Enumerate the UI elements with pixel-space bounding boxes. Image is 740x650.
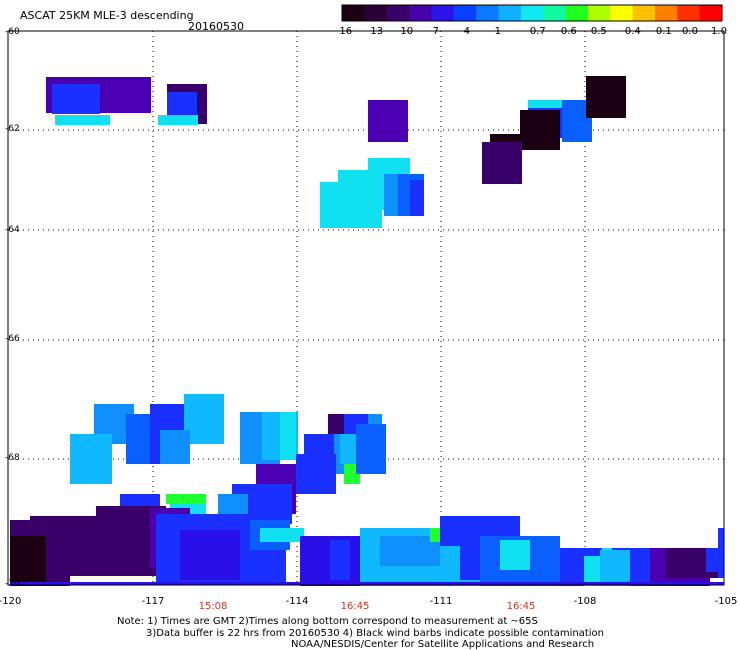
legend-border [341,4,723,22]
note-line-1: Note: 1) Times are GMT 2)Times along bot… [117,616,538,627]
data-cell [46,566,70,586]
lat-label: -60 [5,27,20,37]
lon-label: -111 [429,596,453,607]
legend-swatch [677,5,701,21]
data-cell [356,424,386,474]
data-cell [10,536,46,586]
data-cell [600,550,630,586]
data-cell [280,412,296,460]
lon-label: -105 [714,596,738,607]
note-line-2: 3)Data buffer is 22 hrs from 20160530 4)… [146,628,604,639]
product-date: 20160530 [188,20,244,33]
legend-label: -10 [396,26,414,37]
time-label: 16:45 [506,601,536,612]
legend-swatch [386,5,410,21]
data-cell [10,582,724,585]
legend-label: -0.1 [652,26,672,37]
legend-swatch [543,5,567,21]
data-cell [368,100,408,142]
data-cell [584,556,604,586]
legend-label: 0.0 [682,26,698,37]
color-legend-bar [341,4,723,22]
legend-label: -16 [335,26,353,37]
note-line-3: NOAA/NESDIS/Center for Satellite Applica… [291,639,595,650]
data-cell [70,434,112,484]
data-cell [52,84,100,114]
data-cells [10,76,724,586]
lat-label: -62 [5,124,20,134]
lat-label: -66 [5,334,20,344]
legend-swatch [632,5,656,21]
data-cell [260,528,304,542]
data-cell [166,494,206,504]
legend-label: -4 [460,26,470,37]
legend-swatch [587,5,611,21]
data-cell [328,414,344,434]
data-cell [340,434,360,464]
legend-swatch [520,5,544,21]
legend-swatch [453,5,477,21]
product-title: ASCAT 25KM MLE-3 descending [20,9,194,22]
legend-label: -1 [491,26,501,37]
data-cell [160,430,190,464]
legend-label: 1.0 [711,26,727,37]
legend-label: -0.7 [526,26,546,37]
data-cell [296,454,336,494]
lon-label: -117 [141,596,165,607]
legend-swatch [431,5,455,21]
data-cell [55,115,110,125]
legend-label: -13 [366,26,384,37]
lat-label: -70 [5,579,20,589]
data-cell [184,394,224,444]
lat-label: -68 [5,453,20,463]
legend-swatch [565,5,589,21]
legend-swatch [654,5,678,21]
lon-label: -120 [0,596,22,607]
legend-label: -0.6 [557,26,577,37]
data-cell [330,540,350,580]
map-frame [7,30,725,586]
lat-label: -64 [5,225,20,235]
legend-swatch [342,5,365,21]
data-cell [158,115,198,125]
legend-swatch [364,5,388,21]
lon-label: -108 [573,596,597,607]
time-label: 15:08 [198,601,228,612]
data-cell [482,142,522,184]
legend-label: -7 [429,26,439,37]
legend-label: -0.5 [587,26,607,37]
data-cell [718,528,724,578]
data-cell [586,76,626,118]
data-cell [410,180,424,216]
data-cell [120,77,150,113]
data-cell [500,540,530,570]
legend-swatch [610,5,634,21]
legend-swatch [498,5,522,21]
legend-swatch [699,5,723,21]
legend-swatch [409,5,432,21]
legend-label: -0.4 [621,26,641,37]
legend-swatch [476,5,499,21]
lon-label: -114 [285,596,309,607]
data-cell [180,530,240,580]
time-label: 16:45 [340,601,370,612]
